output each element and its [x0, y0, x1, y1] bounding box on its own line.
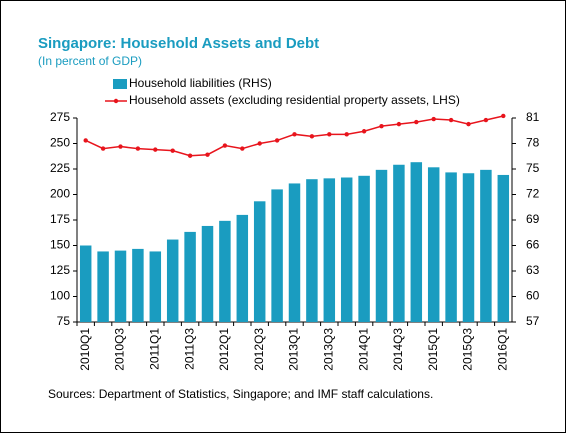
bar: [323, 178, 336, 322]
bar: [253, 201, 266, 322]
y-tick-label: 275: [50, 110, 70, 124]
line-marker: [501, 113, 506, 119]
bar: [271, 189, 283, 322]
y2-tick-label: 57: [526, 314, 540, 328]
chart-title: Singapore: Household Assets and Debt: [38, 35, 319, 52]
bar: [410, 162, 423, 322]
x-tick-label: 2014Q1: [356, 328, 370, 371]
line-marker: [274, 138, 280, 143]
line-marker: [257, 141, 262, 146]
line-marker: [396, 121, 402, 127]
bar: [149, 251, 162, 322]
line-marker: [448, 117, 454, 123]
y2-tick-label: 66: [526, 238, 540, 252]
bar: [375, 169, 388, 322]
bar: [132, 248, 144, 322]
line-marker: [153, 147, 158, 152]
line-marker: [170, 148, 175, 153]
y2-tick-label: 75: [526, 161, 540, 175]
x-tick-label: 2010Q3: [113, 328, 127, 371]
x-tick-label: 2016Q1: [495, 328, 509, 371]
y2-tick-label: 63: [526, 263, 540, 277]
bar: [427, 167, 440, 322]
bar: [79, 245, 92, 322]
x-tick-label: 2013Q1: [287, 328, 301, 371]
line-marker: [118, 144, 123, 149]
y2-tick-label: 81: [526, 110, 540, 124]
line-marker: [292, 132, 297, 137]
line-marker: [414, 119, 419, 125]
line-marker: [240, 146, 245, 151]
line-marker: [135, 146, 141, 151]
x-tick-label: 2015Q3: [461, 328, 475, 371]
bar: [480, 169, 492, 322]
y-tick-label: 75: [57, 314, 71, 328]
line-marker: [222, 143, 228, 148]
line-marker: [83, 138, 88, 143]
legend-swatch: [113, 79, 127, 89]
bar: [97, 251, 109, 322]
bar: [358, 175, 370, 322]
bar: [393, 164, 405, 322]
x-tick-label: 2012Q3: [252, 328, 266, 371]
line-marker: [361, 129, 367, 134]
x-tick-label: 2015Q1: [426, 328, 440, 371]
bar: [497, 174, 510, 322]
line-marker: [344, 132, 349, 137]
chart-subtitle: (In percent of GDP): [38, 54, 142, 68]
y-tick-label: 200: [50, 187, 70, 201]
bar: [445, 172, 457, 322]
legend-swatch-marker: [113, 98, 119, 104]
line-marker: [187, 153, 193, 158]
bar: [114, 250, 127, 322]
line-marker: [327, 132, 332, 137]
line-marker: [205, 152, 210, 157]
y-tick-label: 175: [50, 212, 70, 226]
y2-tick-label: 72: [526, 187, 540, 201]
y2-tick-label: 60: [526, 289, 540, 303]
bar: [340, 177, 353, 322]
x-tick-label: 2011Q1: [147, 328, 161, 370]
line-marker: [100, 146, 106, 151]
x-tick-label: 2013Q3: [321, 328, 335, 371]
y-tick-label: 125: [50, 263, 70, 277]
line-marker: [466, 121, 471, 127]
bar: [288, 183, 301, 322]
x-tick-label: 2010Q1: [78, 328, 92, 371]
line-marker: [379, 123, 384, 129]
bar: [166, 239, 179, 322]
bar: [201, 225, 214, 322]
line-marker: [483, 117, 489, 123]
y-tick-label: 250: [50, 136, 70, 150]
bar: [306, 179, 318, 322]
bar: [236, 214, 249, 322]
legend-label: Household assets (excluding residential …: [129, 93, 460, 107]
y-tick-label: 150: [50, 238, 70, 252]
line-marker: [309, 134, 315, 139]
x-tick-label: 2011Q3: [182, 328, 196, 370]
y-tick-label: 100: [50, 289, 70, 303]
x-tick-label: 2014Q3: [391, 328, 405, 371]
legend-label: Household liabilities (RHS): [129, 76, 272, 90]
bar: [184, 231, 196, 322]
bar: [219, 220, 231, 322]
x-tick-label: 2012Q1: [217, 328, 231, 371]
y-tick-label: 225: [50, 161, 70, 175]
bar: [462, 173, 475, 322]
source: Sources: Department of Statistics, Singa…: [48, 387, 433, 401]
y2-tick-label: 69: [526, 212, 540, 226]
line-marker: [431, 116, 436, 122]
y2-tick-label: 78: [526, 136, 540, 150]
